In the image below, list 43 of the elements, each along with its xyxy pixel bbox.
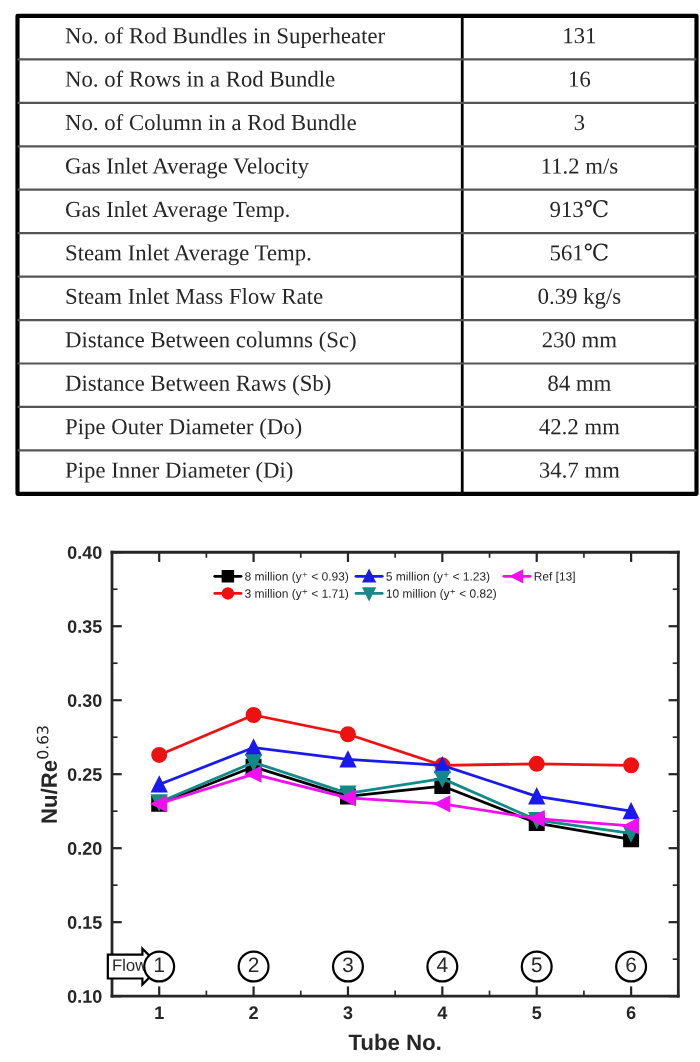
text: Pipe Outer Diameter (Do): [65, 418, 302, 439]
text: 3: [574, 114, 585, 131]
text: 84 mm: [548, 375, 611, 391]
text: Distance Between Raws (Sb): [65, 374, 331, 396]
text: 561℃: [550, 243, 608, 261]
y-axis-title: Nu/Re$^{0.63}$: [36, 726, 58, 823]
text: No. of Rows in a Rod Bundle: [65, 70, 335, 87]
text: 230 mm: [542, 332, 617, 348]
y-tick-label: 0.25: [67, 768, 102, 781]
text: 6: [626, 1006, 636, 1020]
text: Steam Inlet Average Temp.: [66, 244, 311, 266]
text: 1: [155, 1006, 164, 1019]
y-tick-label: 0.35: [67, 620, 102, 633]
text: Gas Inlet Average Velocity: [65, 157, 309, 179]
x-tick-label: 6: [626, 957, 636, 973]
y-tick-label: 0.15: [67, 916, 102, 929]
text: No. of Rod Bundles in Superheater: [65, 27, 385, 49]
text: 5: [532, 1006, 542, 1020]
y-tick-label: 0.20: [67, 842, 102, 855]
text: 42.2 mm: [539, 419, 620, 435]
text: No. of Column in a Rod Bundle: [65, 113, 356, 131]
text: Gas Inlet Average Temp.: [65, 201, 289, 222]
x-tick-label: 1: [154, 957, 164, 972]
text: 0.39 kg/s: [538, 287, 621, 309]
x-tick-label: 5: [531, 957, 542, 973]
text: Distance Between columns (Sc): [65, 331, 356, 353]
x-axis-title: Tube No.: [348, 1033, 441, 1051]
text: 3: [343, 1006, 353, 1020]
text: 2: [249, 1006, 258, 1019]
x-tick-label: 2: [248, 957, 259, 972]
y-tick-label: 0.40: [67, 546, 102, 559]
x-tick-label: 4: [437, 957, 448, 972]
text: 4: [437, 1006, 448, 1019]
text: 11.2 m/s: [542, 158, 618, 174]
text: 16: [569, 71, 591, 87]
x-tick-label: 3: [342, 957, 353, 973]
y-tick-label: 0.30: [67, 694, 102, 707]
text: 34.7 mm: [539, 462, 620, 478]
text: 913℃: [550, 200, 608, 218]
text: Pipe Inner Diameter (Di): [65, 461, 293, 483]
text: 131: [564, 28, 596, 44]
text: Steam Inlet Mass Flow Rate: [66, 288, 323, 305]
y-tick-label: 0.10: [67, 990, 102, 1003]
